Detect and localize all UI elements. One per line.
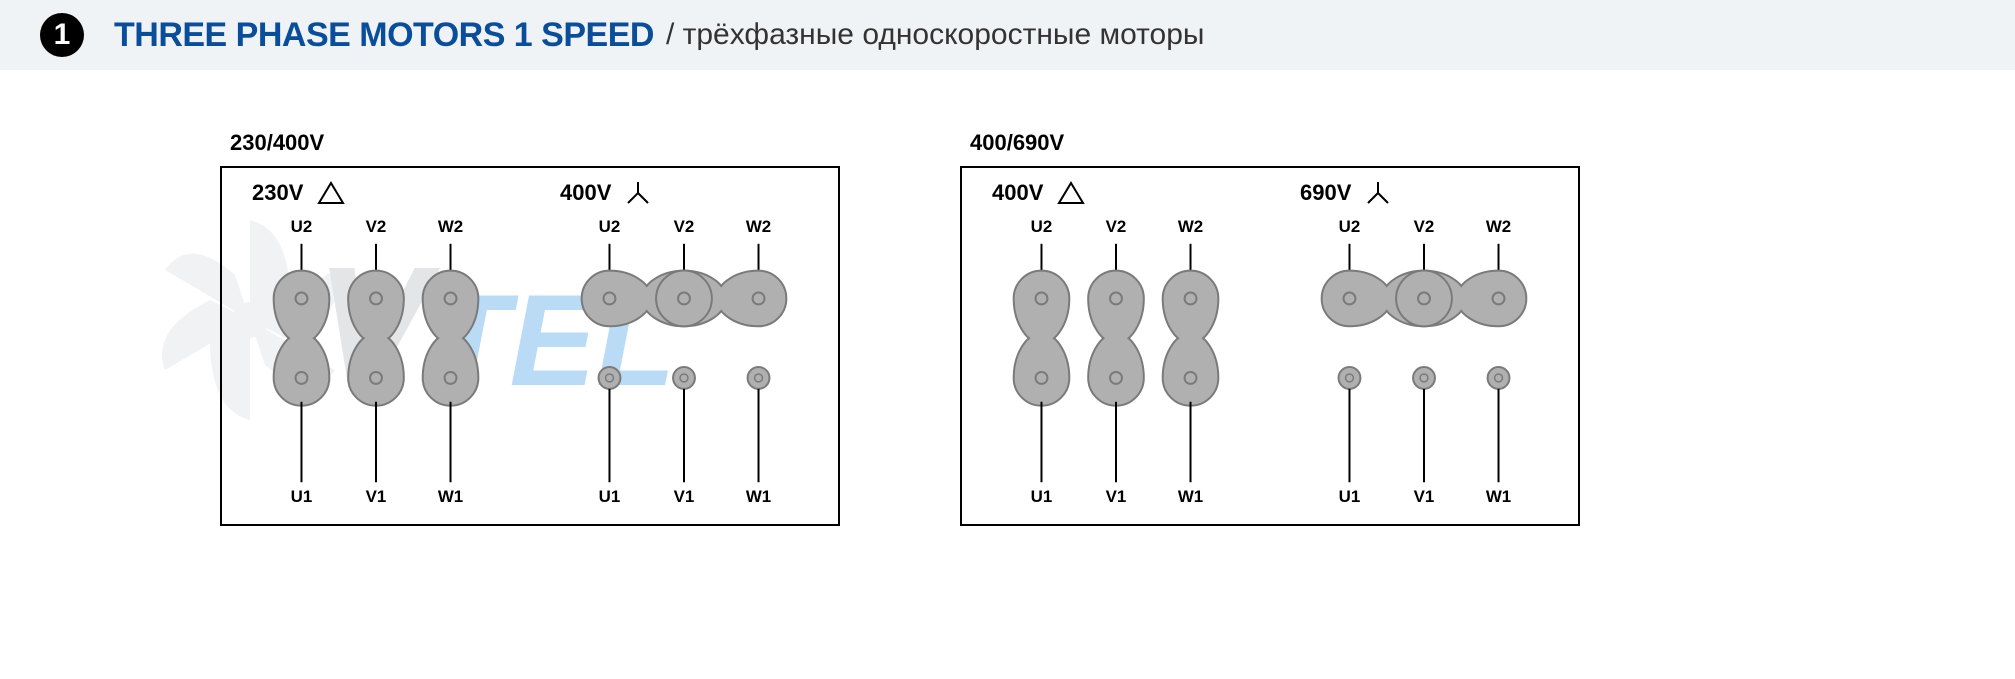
svg-text:W1: W1 — [746, 487, 771, 506]
svg-text:V1: V1 — [674, 487, 695, 506]
delta-icon — [1057, 181, 1085, 205]
svg-text:U1: U1 — [599, 487, 621, 506]
svg-text:W2: W2 — [1178, 217, 1203, 236]
svg-text:V1: V1 — [1106, 487, 1127, 506]
svg-text:U1: U1 — [1339, 487, 1361, 506]
terminal-diagram-delta: U2 V2 W2 U1 V1 W1 — [222, 213, 530, 523]
group-title: 230/400V — [230, 130, 840, 156]
svg-text:V1: V1 — [366, 487, 387, 506]
svg-text:W1: W1 — [1178, 487, 1203, 506]
svg-text:W1: W1 — [438, 487, 463, 506]
svg-text:U2: U2 — [1031, 217, 1053, 236]
svg-text:U2: U2 — [1339, 217, 1361, 236]
svg-text:V2: V2 — [674, 217, 695, 236]
group-title: 400/690V — [970, 130, 1580, 156]
svg-text:V2: V2 — [1414, 217, 1435, 236]
header-bar: 1 THREE PHASE MOTORS 1 SPEED / трёхфазны… — [0, 0, 2015, 70]
svg-text:W2: W2 — [438, 217, 463, 236]
section-number-badge: 1 — [40, 13, 84, 57]
svg-text:U2: U2 — [599, 217, 621, 236]
terminal-diagram-star: U2 V2 W2 U1 V1 W1 — [1270, 213, 1578, 523]
connection-star: 400V U2 V2 W2 U1 V1 W1 — [530, 168, 838, 524]
title-russian: / трёхфазные односкоростные моторы — [666, 18, 1205, 52]
svg-text:U1: U1 — [1031, 487, 1053, 506]
svg-text:V1: V1 — [1414, 487, 1435, 506]
voltage-label: 690V — [1300, 180, 1351, 206]
star-icon — [1365, 180, 1391, 206]
diagrams-row: V TEL 230/400V 230V U2V2W2U1V1W1 400V U2… — [0, 70, 2015, 526]
connection-pair-box: 400V U2 V2 W2 U1 V1 W1 690V U2 V2 W2 U1 V1 W1 — [960, 166, 1580, 526]
voltage-label: 230V — [252, 180, 303, 206]
terminal-diagram-star: U2 V2 W2 U1 V1 W1 — [530, 213, 838, 523]
svg-text:V2: V2 — [1106, 217, 1127, 236]
svg-text:U2: U2 — [291, 217, 313, 236]
connection-delta: 400V U2 V2 W2 U1 V1 W1 — [962, 168, 1270, 524]
voltage-group-2: 400/690V 400V U2 V2 W2 U1 V1 W1 690V U2 V2 W2 U1… — [960, 130, 1580, 526]
svg-text:W2: W2 — [1486, 217, 1511, 236]
title-english: THREE PHASE MOTORS 1 SPEED — [114, 16, 654, 55]
voltage-label: 400V — [992, 180, 1043, 206]
svg-text:W1: W1 — [1486, 487, 1511, 506]
voltage-group-1: 230/400V 230V U2 V2 W2 U1 V1 W1 400V U2 V2 W2 U1… — [220, 130, 840, 526]
svg-text:V2: V2 — [366, 217, 387, 236]
svg-text:W2: W2 — [746, 217, 771, 236]
svg-text:U1: U1 — [291, 487, 313, 506]
connection-pair-box: 230V U2 V2 W2 U1 V1 W1 400V U2 V2 W2 U1 V1 W1 — [220, 166, 840, 526]
connection-delta: 230V U2 V2 W2 U1 V1 W1 — [222, 168, 530, 524]
connection-star: 690V U2 V2 W2 U1 V1 W1 — [1270, 168, 1578, 524]
voltage-label: 400V — [560, 180, 611, 206]
terminal-diagram-delta: U2 V2 W2 U1 V1 W1 — [962, 213, 1270, 523]
delta-icon — [317, 181, 345, 205]
star-icon — [625, 180, 651, 206]
